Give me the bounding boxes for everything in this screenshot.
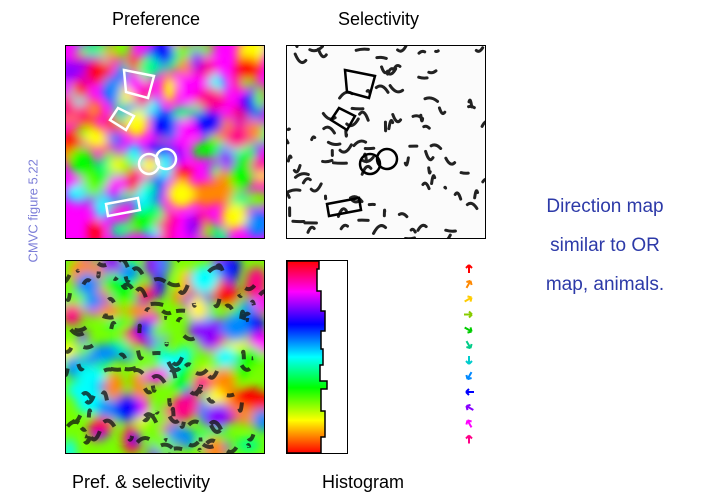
caption-line-3: map, animals. [545,274,665,295]
arrow-right-icon [464,310,473,319]
arrow-up-icon [465,264,473,273]
histogram [286,260,348,454]
roi-circle-2 [154,147,178,171]
arrow-right-up-icon [464,295,473,303]
pref-selectivity-map [65,260,265,454]
arrow-up-icon [465,434,473,444]
roi-circle-1 [137,152,161,176]
roi-circle-1-sel [358,152,382,176]
title-pref-selectivity: Pref. & selectivity [72,472,211,492]
arrow-down-right-icon [465,340,473,350]
roi-quad-2 [108,106,136,132]
title-preference: Preference [112,9,201,29]
roi-rect-1-sel [325,196,363,218]
title-selectivity: Selectivity [338,9,420,29]
preference-map [65,45,265,239]
arrow-right-down-icon [464,326,473,334]
caption-line-1: Direction map [546,196,664,217]
roi-quad-2-sel [329,106,357,132]
caption: Direction map similar to OR map, animals… [505,187,705,304]
selectivity-map [286,45,486,239]
roi-quad-1 [122,68,156,100]
arrow-down-icon [465,356,473,365]
arrow-up-right-icon [465,279,473,289]
caption-line-2: similar to OR [550,235,660,256]
direction-arrow-key [458,260,480,452]
arrow-down-left-icon [465,371,473,381]
side-label: CMVC figure 5.22 [25,159,41,263]
arrow-up-left-icon [465,419,473,428]
roi-rect-1 [104,196,142,218]
arrow-left-icon [465,388,474,396]
title-histogram: Histogram [322,472,405,492]
roi-circle-2-sel [375,147,399,171]
roi-quad-1-sel [343,68,377,100]
arrow-left-up-icon [465,403,474,411]
